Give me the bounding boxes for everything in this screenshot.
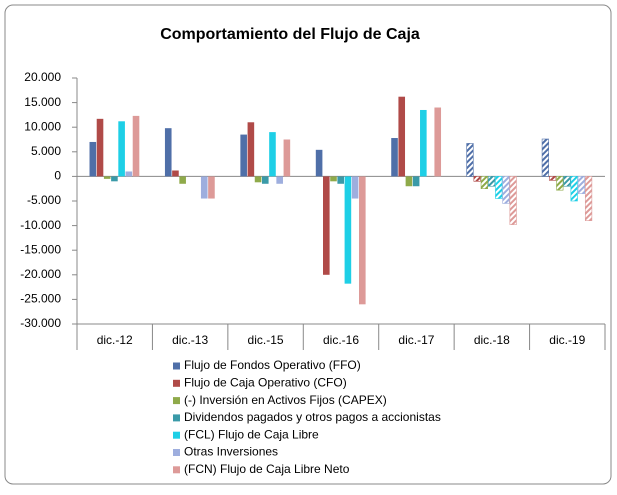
bar [480, 176, 488, 189]
bar [200, 176, 208, 199]
x-tick-label: dic.-12 [97, 333, 133, 347]
y-tick-label: -15.000 [20, 242, 61, 256]
chart-title: Comportamiento del Flujo de Caja [160, 26, 420, 43]
legend-label: Flujo de Fondos Operativo (FFO) [184, 358, 361, 372]
legend-label: (FCL) Flujo de Caja Libre [184, 427, 319, 441]
y-tick-label: 0 [54, 169, 61, 183]
bar [420, 109, 427, 177]
bar [405, 176, 413, 187]
bar [351, 176, 359, 199]
bar [323, 176, 330, 275]
y-tick-label: -30.000 [20, 316, 61, 330]
bar [541, 138, 549, 177]
bar [179, 176, 186, 184]
bar [556, 176, 564, 191]
bar [577, 176, 585, 194]
bar [509, 176, 517, 225]
bar [247, 122, 255, 177]
bar [466, 143, 474, 177]
legend-label: (FCN) Flujo de Caja Libre Neto [184, 462, 350, 476]
bar [269, 132, 276, 177]
legend-label: Otras Inversiones [184, 445, 278, 459]
legend-swatch [173, 414, 180, 422]
legend-swatch [173, 397, 180, 405]
x-tick-label: dic.-18 [474, 333, 510, 347]
bar [391, 138, 398, 177]
bar [132, 115, 140, 177]
bar [570, 176, 578, 202]
bar [111, 176, 118, 182]
y-tick-label: -20.000 [20, 267, 61, 281]
x-tick-label: dic.-16 [323, 333, 359, 347]
bar [584, 176, 593, 221]
bar [261, 176, 269, 184]
legend-swatch [173, 449, 180, 456]
legend-label: Flujo de Caja Operativo (CFO) [184, 375, 347, 389]
bar [495, 176, 503, 199]
bar [208, 176, 215, 199]
legend-swatch [173, 466, 180, 474]
bar [548, 176, 557, 181]
y-tick-label: -25.000 [20, 292, 61, 306]
bar [125, 171, 133, 177]
bar [315, 149, 323, 177]
y-tick-label: 5.000 [31, 144, 61, 158]
bar [118, 121, 125, 177]
bar [502, 176, 510, 204]
y-tick-label: 20.000 [24, 70, 61, 84]
bar [398, 96, 406, 177]
legend-swatch [173, 431, 180, 439]
bar [434, 107, 442, 177]
legend-label: (-) Inversión en Activos Fijos (CAPEX) [184, 393, 387, 407]
bar [89, 141, 97, 177]
y-tick-label: -10.000 [20, 218, 61, 232]
legend-swatch [173, 379, 180, 387]
bar [330, 176, 337, 182]
bar [283, 139, 291, 177]
bar [487, 176, 496, 187]
legend-swatch [173, 362, 180, 370]
bar [344, 176, 352, 284]
bar [164, 128, 172, 177]
bar [412, 176, 420, 187]
bar [276, 176, 283, 184]
y-tick-label: -5.000 [27, 193, 61, 207]
x-tick-label: dic.-19 [549, 333, 585, 347]
bar [337, 176, 344, 184]
bar [359, 176, 366, 305]
y-tick-label: 10.000 [24, 119, 61, 133]
bar [473, 176, 481, 182]
x-tick-label: dic.-13 [172, 333, 208, 347]
y-tick-label: 15.000 [24, 95, 61, 109]
bar [103, 176, 111, 179]
bar [240, 134, 247, 177]
x-tick-label: dic.-15 [248, 333, 284, 347]
bar [172, 170, 179, 177]
legend-label: Dividendos pagados y otros pagos a accio… [184, 410, 441, 424]
bar [563, 176, 571, 187]
x-tick-label: dic.-17 [398, 333, 434, 347]
bar [254, 176, 262, 183]
bar [96, 118, 104, 177]
chart-frame [4, 4, 612, 485]
